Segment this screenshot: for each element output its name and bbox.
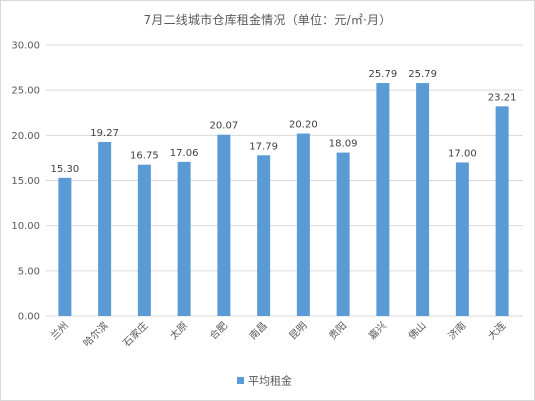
bar xyxy=(495,106,509,316)
y-tick-label: 25.00 xyxy=(11,86,40,97)
bar xyxy=(98,141,112,316)
data-labels: 15.30 19.27 16.75 17.06 20.07 17.79 20.20 18.09… xyxy=(51,69,517,175)
gridlines xyxy=(46,44,523,317)
y-tick-label: 0.00 xyxy=(18,312,40,323)
bar xyxy=(376,83,390,316)
y-tick-label: 15.00 xyxy=(11,176,40,187)
x-tick-label: 佛山 xyxy=(405,319,428,342)
data-label: 20.07 xyxy=(210,121,239,132)
data-label: 17.79 xyxy=(249,141,278,152)
bar xyxy=(137,164,151,316)
data-label: 16.75 xyxy=(130,151,159,162)
bar xyxy=(336,152,350,316)
bar xyxy=(217,134,231,316)
x-tick-label: 贵阳 xyxy=(326,319,349,342)
bar xyxy=(257,155,271,316)
bar xyxy=(416,83,430,316)
x-tick-label: 南昌 xyxy=(246,319,269,342)
x-tick-label: 石家庄 xyxy=(120,319,150,349)
y-axis-tick-labels: 0.00 5.00 10.00 15.00 20.00 25.00 30.00 xyxy=(11,41,40,323)
data-label: 25.79 xyxy=(408,69,437,80)
legend: 平均租金 xyxy=(237,374,292,388)
legend-label: 平均租金 xyxy=(248,374,292,388)
data-label: 23.21 xyxy=(488,92,517,103)
data-label: 18.09 xyxy=(329,139,358,150)
data-label: 15.30 xyxy=(51,164,80,175)
bars xyxy=(58,83,509,316)
data-label: 25.79 xyxy=(369,69,398,80)
x-tick-label: 济南 xyxy=(445,319,468,342)
y-tick-label: 30.00 xyxy=(11,41,40,52)
x-tick-label: 大连 xyxy=(485,319,508,342)
bar xyxy=(455,162,469,316)
legend-swatch xyxy=(237,377,244,384)
x-tick-label: 哈尔滨 xyxy=(80,319,110,349)
data-label: 17.06 xyxy=(170,148,199,159)
y-tick-label: 5.00 xyxy=(18,266,40,277)
x-tick-label: 昆明 xyxy=(287,320,310,343)
x-tick-label: 太原 xyxy=(167,319,190,342)
data-label: 19.27 xyxy=(90,128,119,139)
bar xyxy=(58,177,72,316)
x-axis-tick-labels: 兰州 哈尔滨 石家庄 太原 合肥 南昌 昆明 贵阳 嘉兴 佛山 济南 大连 xyxy=(48,319,509,349)
x-tick-label: 嘉兴 xyxy=(366,319,389,342)
chart-title: 7月二线城市仓库租金情况（单位：元/㎡·月） xyxy=(143,13,392,27)
y-tick-label: 10.00 xyxy=(11,221,40,232)
data-label: 17.00 xyxy=(448,148,477,159)
y-tick-label: 20.00 xyxy=(11,131,40,142)
data-label: 20.20 xyxy=(289,120,318,131)
bar xyxy=(296,133,310,316)
x-tick-label: 合肥 xyxy=(207,319,230,342)
bar xyxy=(177,161,191,316)
x-tick-label: 兰州 xyxy=(48,319,71,342)
